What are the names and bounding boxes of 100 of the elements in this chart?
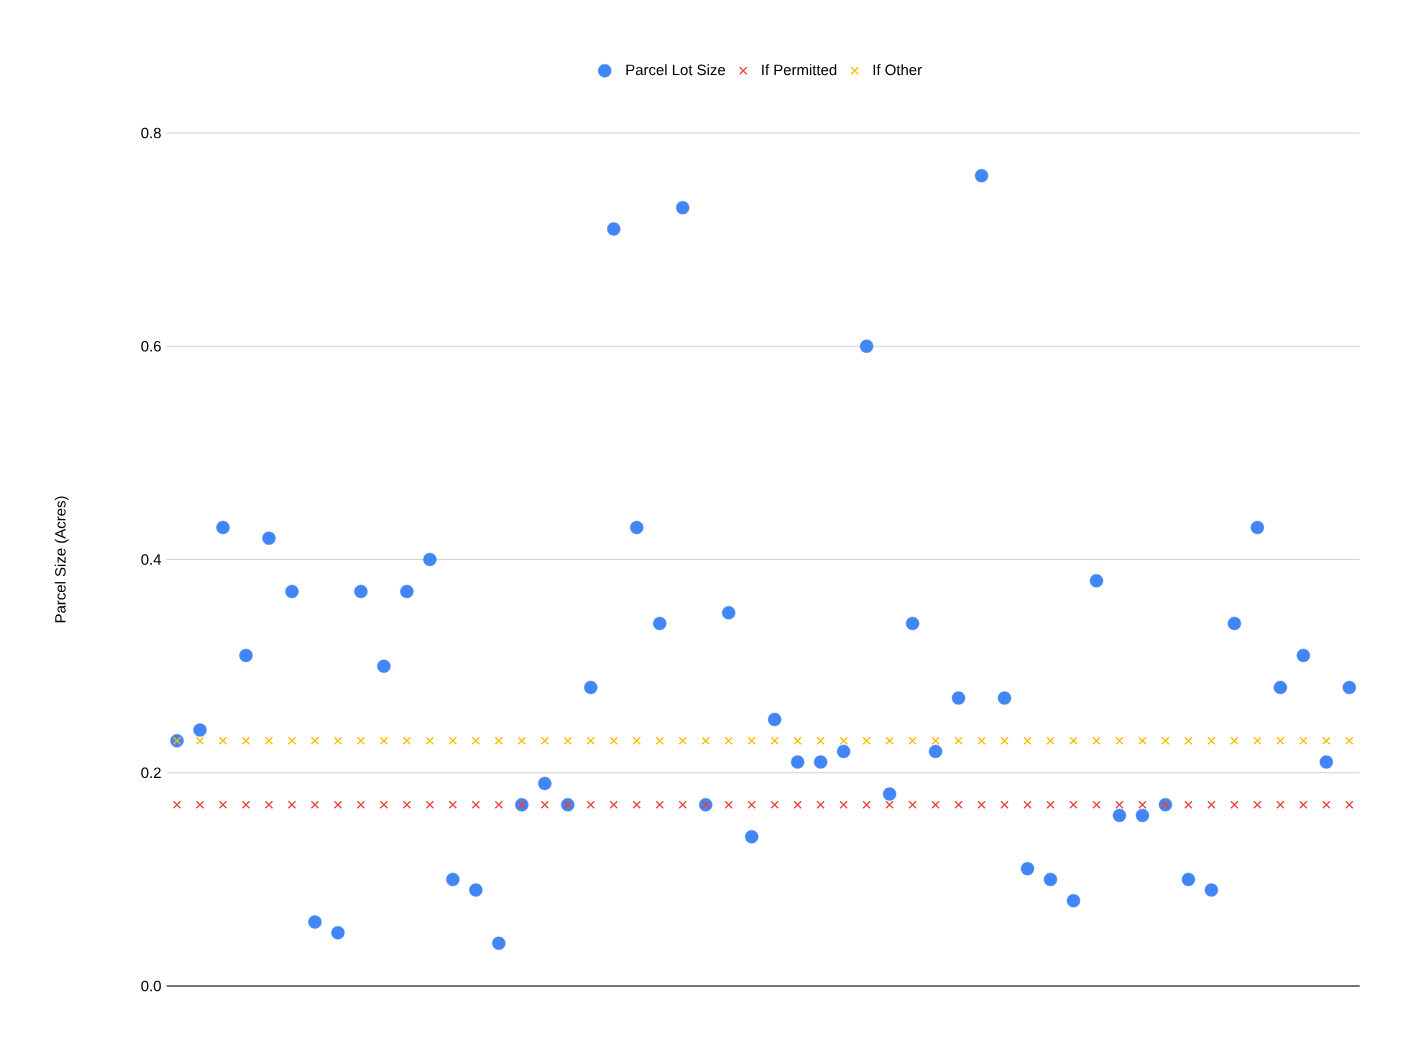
- point: [632, 800, 641, 809]
- point: [836, 744, 851, 759]
- point: [908, 800, 917, 809]
- point: [793, 736, 802, 745]
- point: [333, 800, 343, 809]
- point: [1043, 872, 1058, 887]
- point: [816, 736, 825, 745]
- point: [448, 800, 458, 809]
- point: [287, 800, 297, 809]
- point: [172, 800, 182, 809]
- point: [1253, 736, 1262, 745]
- point: [425, 736, 435, 745]
- point: [1000, 736, 1009, 745]
- point: [331, 925, 345, 940]
- point: [1184, 736, 1193, 745]
- point: [1069, 800, 1078, 809]
- point: [540, 736, 549, 745]
- point: [379, 800, 389, 809]
- point: [1342, 680, 1357, 695]
- point: [1115, 800, 1124, 809]
- point: [1207, 736, 1216, 745]
- point: [676, 200, 690, 215]
- point: [540, 800, 549, 809]
- point: [216, 520, 230, 535]
- point: [653, 616, 667, 631]
- point: [1253, 800, 1262, 809]
- point: [1276, 800, 1285, 809]
- point: [655, 736, 664, 745]
- point: [1115, 736, 1124, 745]
- point: [471, 800, 481, 809]
- point: [974, 168, 989, 183]
- point: [448, 736, 458, 745]
- point: [1138, 736, 1147, 745]
- point: [655, 800, 664, 809]
- point: [333, 736, 343, 745]
- point: [1138, 800, 1147, 809]
- point: [264, 800, 274, 809]
- point: [931, 736, 940, 745]
- point: [632, 736, 641, 745]
- point: [1089, 574, 1104, 588]
- point: [997, 691, 1012, 705]
- point: [586, 736, 595, 745]
- point: [630, 520, 644, 535]
- point: [310, 736, 320, 745]
- point: [1276, 736, 1285, 745]
- point: [1322, 800, 1331, 809]
- point: [721, 606, 736, 620]
- point: [354, 584, 368, 599]
- point: [517, 736, 526, 745]
- point: [747, 736, 756, 745]
- point: [744, 830, 759, 844]
- point: [1069, 736, 1078, 745]
- point: [494, 736, 503, 745]
- point: [770, 736, 779, 745]
- point: [310, 800, 320, 809]
- point: [1023, 736, 1032, 745]
- point: [1020, 862, 1035, 876]
- y-axis-title: Parcel Size (Acres): [54, 496, 69, 623]
- point: [1207, 800, 1216, 809]
- point: [747, 800, 756, 809]
- point: [1112, 808, 1127, 823]
- point: [905, 616, 920, 631]
- y-tick-label: 0.4: [141, 554, 162, 565]
- point: [377, 659, 391, 673]
- point: [1181, 872, 1196, 887]
- point: [423, 552, 437, 567]
- point: [859, 339, 874, 353]
- point: [885, 736, 894, 745]
- point: [701, 736, 710, 745]
- point: [471, 736, 481, 745]
- point: [1230, 800, 1239, 809]
- point: [1000, 800, 1009, 809]
- point: [1023, 800, 1032, 809]
- point: [400, 584, 414, 599]
- point: [1273, 680, 1288, 695]
- point: [1345, 800, 1354, 809]
- point: [885, 800, 894, 809]
- point: [287, 736, 297, 745]
- point: [790, 755, 805, 769]
- point: [241, 736, 251, 745]
- point: [1046, 800, 1055, 809]
- y-tick-label: 0.8: [141, 127, 161, 139]
- point: [264, 736, 274, 745]
- point: [308, 915, 322, 929]
- point: [446, 872, 460, 887]
- point: [402, 800, 412, 809]
- point: [1250, 520, 1265, 535]
- point: [262, 531, 276, 545]
- legend-label: If Permitted: [762, 64, 837, 76]
- point: [1322, 736, 1331, 745]
- point: [951, 691, 966, 705]
- point: [494, 800, 503, 809]
- point: [218, 800, 228, 809]
- point: [931, 800, 940, 809]
- point: [1230, 736, 1239, 745]
- point: [425, 800, 435, 809]
- point: [1299, 736, 1308, 745]
- point: [793, 800, 802, 809]
- point: [813, 755, 828, 769]
- point: [1296, 648, 1311, 663]
